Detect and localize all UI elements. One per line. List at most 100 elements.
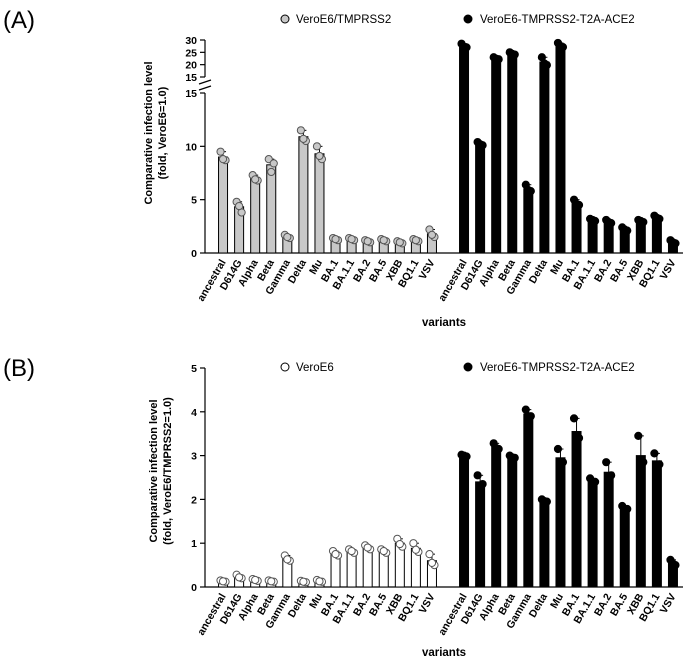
a-data-point: [395, 238, 404, 247]
b-y-tick-label: 0: [191, 582, 197, 594]
b-data-point: [602, 458, 611, 467]
a-data-point: [218, 155, 228, 164]
panel-a-legend-label-2: VeroE6-TMPRSS2-T2A-ACE2: [480, 14, 635, 26]
b-data-point: [634, 431, 643, 440]
a-data-point: [267, 167, 276, 177]
b-data-point: [476, 482, 485, 491]
b-bar-s2-5: [539, 500, 550, 588]
a-data-point: [459, 42, 469, 52]
b-data-point: [425, 550, 434, 559]
a-data-point: [331, 235, 340, 244]
b-data-point: [524, 412, 533, 421]
b-data-point: [553, 444, 563, 454]
b-data-point: [650, 449, 659, 458]
a-data-point: [312, 142, 322, 151]
b-category-label: VSV: [417, 592, 438, 616]
a-data-point: [315, 151, 324, 161]
panel-b-x-label: variants: [422, 647, 466, 659]
a-bar-s1-6: [314, 153, 325, 254]
a-data-point: [235, 201, 244, 211]
b-data-point: [427, 558, 437, 568]
a-y-tick-label: 5: [191, 195, 197, 207]
b-data-point: [620, 505, 629, 514]
panel-a-legend-label-1: VeroE6/TMPRSS2: [296, 14, 391, 26]
panel-a-axis-break-1: [198, 79, 212, 85]
svg-text:(fold, VeroE6/TMPRSS2=1.0): (fold, VeroE6/TMPRSS2=1.0): [162, 397, 174, 545]
panel-b-legend: VeroE6 VeroE6-TMPRSS2-T2A-ACE2: [280, 362, 635, 374]
a-data-point: [604, 217, 613, 227]
a-data-point: [296, 126, 305, 135]
a-data-point: [572, 199, 581, 209]
a-y-tick-label: 0: [191, 248, 197, 260]
a-data-point: [636, 216, 645, 226]
a-data-point: [363, 237, 372, 246]
b-y-tick-label: 2: [191, 494, 197, 506]
b-bar-s2-11: [635, 455, 646, 588]
a-data-point: [269, 159, 278, 168]
panel-a-x-label: variants: [422, 317, 466, 329]
a-bar-s2-1: [475, 143, 486, 254]
b-data-point: [636, 464, 645, 473]
panel-a-legend-marker-2: [463, 14, 473, 24]
a-data-point: [652, 213, 661, 222]
a-data-point: [524, 185, 533, 195]
panel-b-label: (B): [3, 355, 35, 382]
a-y-tick-label: 15: [185, 88, 197, 100]
b-data-point: [569, 414, 579, 423]
b-bar-s2-1: [475, 481, 486, 588]
b-y-tick-label: 3: [191, 451, 197, 463]
panel-b-y-label: Comparative infection level (fold, VeroE…: [148, 397, 174, 545]
panel-a-y-axis: [198, 40, 212, 253]
b-data-point: [315, 577, 324, 586]
a-bar-s1-3: [266, 164, 277, 254]
b-data-point: [473, 471, 482, 480]
a-bar-s2-7: [571, 202, 582, 254]
b-data-point: [299, 577, 308, 586]
b-bar-s2-2: [491, 446, 502, 588]
b-data-point: [331, 550, 340, 559]
a-y-tick-label: 25: [185, 47, 197, 59]
a-bar-s1-2: [250, 177, 261, 254]
b-bar-s2-6: [555, 457, 566, 588]
b-data-point: [540, 497, 549, 506]
b-bar-s2-0: [459, 455, 470, 588]
b-data-point: [556, 458, 565, 467]
panel-b-legend-marker-1: [280, 362, 290, 372]
a-data-point: [668, 238, 678, 247]
a-data-point: [411, 236, 420, 245]
a-y-tick-label: 10: [185, 141, 197, 153]
a-data-point: [556, 42, 565, 51]
b-data-point: [218, 577, 228, 586]
b-data-point: [668, 559, 678, 568]
a-y-tick-label: 20: [185, 60, 197, 72]
b-data-point: [604, 475, 613, 484]
b-bar-s2-3: [507, 456, 518, 588]
a-bar-s2-4: [523, 188, 534, 254]
b-data-point: [588, 478, 597, 487]
panel-a-label: (A): [3, 7, 35, 34]
a-bar-s2-2: [491, 57, 502, 254]
a-data-point: [492, 54, 501, 63]
b-data-point: [411, 545, 420, 554]
a-data-point: [299, 134, 308, 143]
b-data-point: [652, 460, 661, 469]
a-category-label: BA.5: [608, 257, 630, 284]
b-data-point: [251, 575, 260, 585]
b-data-point: [267, 577, 276, 586]
b-category-label: VSV: [658, 592, 679, 616]
panel-a-legend-marker-1: [280, 14, 290, 24]
b-y-tick-label: 5: [191, 363, 197, 375]
panel-b-legend-label-1: VeroE6: [296, 362, 334, 374]
svg-text:Comparative infection level: Comparative infection level: [143, 61, 155, 204]
svg-text:Comparative infection level: Comparative infection level: [148, 399, 160, 542]
a-bar-s2-3: [507, 53, 518, 254]
a-bar-s1-5: [298, 136, 309, 254]
a-data-point: [427, 230, 437, 239]
b-category-label: BA.5: [367, 591, 389, 618]
svg-text:(fold, VeroE6=1.0): (fold, VeroE6=1.0): [157, 86, 169, 179]
a-data-point: [508, 49, 517, 58]
panel-a-legend: VeroE6/TMPRSS2 VeroE6-TMPRSS2-T2A-ACE2: [280, 14, 635, 26]
a-data-point: [588, 215, 597, 225]
a-bar-s1-0: [218, 156, 229, 254]
